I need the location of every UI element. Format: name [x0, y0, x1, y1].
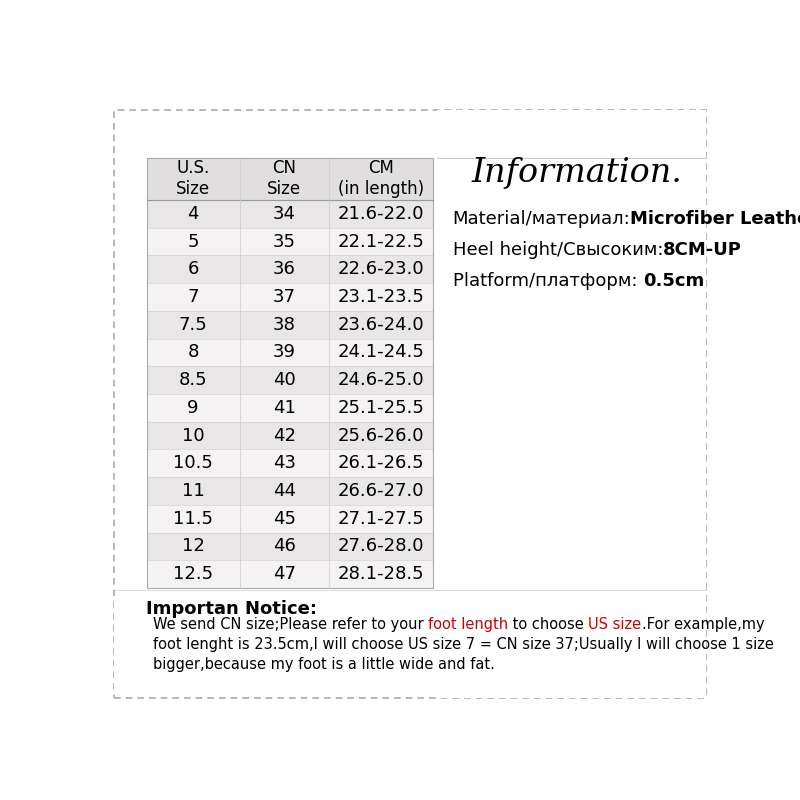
Text: 26.1-26.5: 26.1-26.5: [338, 454, 424, 472]
Text: 43: 43: [273, 454, 295, 472]
Bar: [146, 228, 434, 255]
Text: 38: 38: [273, 316, 295, 334]
Text: 26.6-27.0: 26.6-27.0: [338, 482, 424, 500]
Text: CN
Size: CN Size: [267, 159, 301, 198]
Text: 40: 40: [273, 371, 295, 389]
Text: Heel height/Свысоким:: Heel height/Свысоким:: [453, 241, 663, 259]
Text: CM
(in length): CM (in length): [338, 159, 424, 198]
Text: 41: 41: [273, 399, 295, 417]
Text: Microfiber Leather: Microfiber Leather: [630, 210, 800, 228]
Text: 39: 39: [273, 343, 295, 362]
Bar: [146, 158, 434, 200]
Text: 42: 42: [273, 426, 295, 445]
Text: 23.6-24.0: 23.6-24.0: [338, 316, 424, 334]
Text: US size: US size: [589, 617, 642, 632]
Text: 35: 35: [273, 233, 295, 250]
Text: 10.5: 10.5: [173, 454, 213, 472]
Text: Importan Notice:: Importan Notice:: [146, 599, 318, 618]
Text: 8: 8: [187, 343, 198, 362]
Bar: [146, 477, 434, 505]
Text: 0.5cm: 0.5cm: [643, 272, 704, 290]
Bar: [146, 533, 434, 560]
Text: Material/материал:: Material/материал:: [453, 210, 630, 228]
Text: 11: 11: [182, 482, 204, 500]
Text: 27.1-27.5: 27.1-27.5: [338, 510, 424, 528]
Bar: [146, 338, 434, 366]
Text: 7.5: 7.5: [178, 316, 207, 334]
Text: U.S.
Size: U.S. Size: [176, 159, 210, 198]
Text: 27.6-28.0: 27.6-28.0: [338, 538, 424, 555]
Bar: [146, 505, 434, 533]
Text: 4: 4: [187, 205, 198, 223]
Bar: [146, 394, 434, 422]
Text: 25.1-25.5: 25.1-25.5: [338, 399, 424, 417]
Bar: [437, 110, 706, 698]
Text: 45: 45: [273, 510, 295, 528]
Text: 12.5: 12.5: [173, 565, 213, 583]
Text: foot lenght is 23.5cm,I will choose US size 7 = CN size 37;Usually I will choose: foot lenght is 23.5cm,I will choose US s…: [153, 637, 774, 652]
Text: 23.1-23.5: 23.1-23.5: [338, 288, 424, 306]
Text: 12: 12: [182, 538, 205, 555]
Bar: [146, 450, 434, 477]
Text: 28.1-28.5: 28.1-28.5: [338, 565, 424, 583]
Text: Platform/платформ:: Platform/платформ:: [453, 272, 643, 290]
Text: 10: 10: [182, 426, 204, 445]
Bar: [146, 422, 434, 450]
Text: 46: 46: [273, 538, 295, 555]
Text: 8.5: 8.5: [178, 371, 207, 389]
Text: bigger,because my foot is a little wide and fat.: bigger,because my foot is a little wide …: [153, 657, 494, 672]
Bar: [146, 283, 434, 311]
Bar: [146, 311, 434, 338]
Text: 22.6-23.0: 22.6-23.0: [338, 260, 424, 278]
Text: 36: 36: [273, 260, 295, 278]
Text: 24.1-24.5: 24.1-24.5: [338, 343, 424, 362]
Text: 47: 47: [273, 565, 295, 583]
Text: 37: 37: [273, 288, 295, 306]
Text: 6: 6: [187, 260, 198, 278]
Text: 5: 5: [187, 233, 198, 250]
Text: 44: 44: [273, 482, 295, 500]
Bar: [114, 596, 706, 694]
Text: 9: 9: [187, 399, 198, 417]
Text: 8CM-UP: 8CM-UP: [663, 241, 742, 259]
Text: 21.6-22.0: 21.6-22.0: [338, 205, 424, 223]
Text: 24.6-25.0: 24.6-25.0: [338, 371, 424, 389]
Text: 34: 34: [273, 205, 295, 223]
Text: 11.5: 11.5: [173, 510, 213, 528]
Text: foot length: foot length: [428, 617, 508, 632]
Text: We send CN size;Please refer to your: We send CN size;Please refer to your: [153, 617, 428, 632]
Text: 25.6-26.0: 25.6-26.0: [338, 426, 424, 445]
Bar: [146, 366, 434, 394]
Bar: [146, 560, 434, 588]
Bar: [146, 255, 434, 283]
Text: Information.: Information.: [471, 157, 682, 189]
Bar: [146, 200, 434, 228]
Text: 7: 7: [187, 288, 198, 306]
Text: to choose: to choose: [508, 617, 589, 632]
Text: .For example,my: .For example,my: [642, 617, 764, 632]
Text: 22.1-22.5: 22.1-22.5: [338, 233, 424, 250]
